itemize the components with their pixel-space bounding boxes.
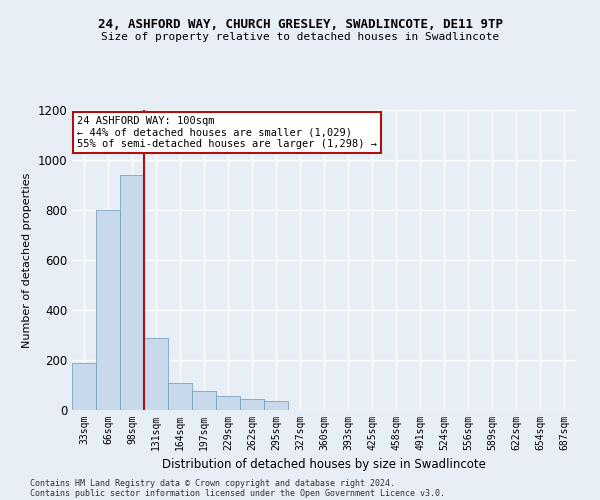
Text: Contains HM Land Registry data © Crown copyright and database right 2024.: Contains HM Land Registry data © Crown c… xyxy=(30,478,395,488)
Bar xyxy=(144,338,168,410)
Y-axis label: Number of detached properties: Number of detached properties xyxy=(22,172,32,348)
Bar xyxy=(264,401,288,410)
Bar xyxy=(168,382,192,410)
Bar xyxy=(96,210,120,410)
Bar xyxy=(192,391,216,410)
Text: Contains public sector information licensed under the Open Government Licence v3: Contains public sector information licen… xyxy=(30,488,445,498)
Text: 24 ASHFORD WAY: 100sqm
← 44% of detached houses are smaller (1,029)
55% of semi-: 24 ASHFORD WAY: 100sqm ← 44% of detached… xyxy=(77,116,377,149)
X-axis label: Distribution of detached houses by size in Swadlincote: Distribution of detached houses by size … xyxy=(162,458,486,471)
Bar xyxy=(72,362,96,410)
Bar xyxy=(216,396,240,410)
Text: Size of property relative to detached houses in Swadlincote: Size of property relative to detached ho… xyxy=(101,32,499,42)
Bar xyxy=(120,175,144,410)
Text: 24, ASHFORD WAY, CHURCH GRESLEY, SWADLINCOTE, DE11 9TP: 24, ASHFORD WAY, CHURCH GRESLEY, SWADLIN… xyxy=(97,18,503,30)
Bar xyxy=(240,399,264,410)
